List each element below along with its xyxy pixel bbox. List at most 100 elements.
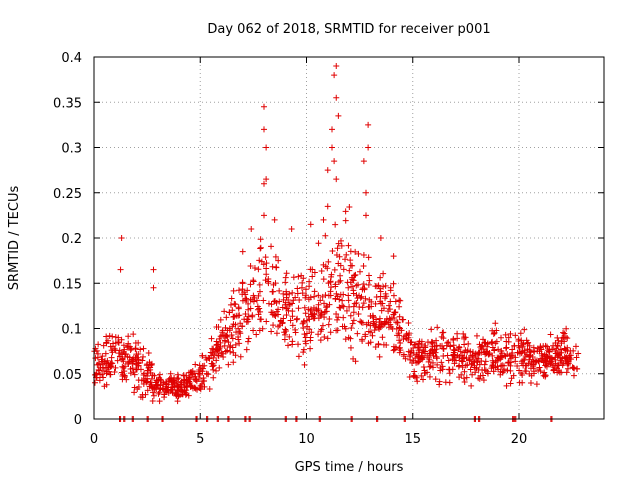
data-point bbox=[187, 382, 194, 389]
data-point bbox=[100, 374, 107, 381]
data-point bbox=[379, 334, 386, 341]
y-tick-label: 0 bbox=[74, 413, 82, 428]
data-point bbox=[432, 376, 439, 383]
data-point bbox=[196, 371, 203, 378]
data-point bbox=[434, 324, 441, 331]
data-point bbox=[396, 332, 403, 339]
data-point bbox=[177, 391, 184, 398]
data-point bbox=[397, 347, 404, 354]
data-point bbox=[272, 280, 279, 287]
data-point bbox=[479, 342, 486, 349]
data-point bbox=[239, 248, 246, 255]
data-point bbox=[263, 265, 270, 272]
data-point bbox=[412, 355, 419, 362]
data-point bbox=[289, 308, 296, 315]
data-point bbox=[107, 371, 114, 378]
data-point bbox=[208, 335, 215, 342]
data-point bbox=[418, 338, 425, 345]
data-point bbox=[489, 361, 496, 368]
data-point bbox=[135, 351, 142, 358]
data-point bbox=[512, 354, 519, 361]
data-point bbox=[530, 368, 537, 375]
data-point bbox=[247, 263, 254, 270]
data-point bbox=[203, 370, 210, 377]
data-point bbox=[315, 315, 322, 322]
data-point bbox=[108, 347, 115, 354]
data-point bbox=[489, 363, 496, 370]
data-point bbox=[353, 299, 360, 306]
data-point bbox=[261, 103, 267, 110]
data-point bbox=[256, 327, 263, 334]
data-point bbox=[223, 314, 230, 321]
y-tick-label: 0.05 bbox=[53, 368, 82, 383]
data-point bbox=[292, 329, 299, 336]
data-point bbox=[256, 281, 263, 288]
data-point bbox=[420, 363, 427, 370]
data-point bbox=[527, 352, 534, 359]
data-point bbox=[504, 367, 511, 374]
data-point bbox=[425, 358, 432, 365]
data-point bbox=[288, 225, 295, 232]
data-point bbox=[218, 349, 225, 356]
data-point bbox=[492, 340, 499, 347]
data-point bbox=[244, 287, 251, 294]
data-point bbox=[339, 297, 346, 304]
data-point bbox=[547, 331, 554, 338]
data-point bbox=[299, 320, 306, 327]
data-point bbox=[574, 365, 581, 372]
data-point bbox=[279, 319, 286, 326]
data-point bbox=[102, 364, 109, 371]
data-point bbox=[302, 286, 309, 293]
y-tick-label: 0.2 bbox=[61, 232, 82, 247]
data-point bbox=[503, 382, 510, 389]
data-point bbox=[421, 370, 428, 377]
data-point bbox=[334, 316, 341, 323]
data-point bbox=[359, 285, 366, 292]
data-point bbox=[552, 356, 559, 363]
data-point bbox=[369, 332, 376, 339]
data-point bbox=[422, 342, 429, 349]
data-point bbox=[174, 398, 181, 405]
data-point bbox=[542, 357, 549, 364]
data-point bbox=[356, 292, 363, 299]
data-point bbox=[387, 298, 394, 305]
data-point bbox=[406, 330, 413, 337]
data-point bbox=[512, 332, 519, 339]
data-point bbox=[206, 385, 213, 392]
data-point bbox=[497, 368, 504, 375]
data-point bbox=[270, 322, 277, 329]
data-point bbox=[318, 267, 325, 274]
data-point bbox=[283, 270, 290, 277]
data-point bbox=[389, 325, 396, 332]
data-point bbox=[325, 292, 332, 299]
data-point bbox=[282, 331, 288, 338]
data-point bbox=[118, 336, 125, 343]
data-point bbox=[484, 340, 491, 347]
data-point bbox=[547, 359, 554, 366]
data-point bbox=[102, 350, 109, 357]
data-point bbox=[561, 330, 568, 337]
data-point bbox=[548, 355, 555, 362]
data-point bbox=[302, 338, 309, 345]
data-point bbox=[141, 370, 148, 377]
data-point bbox=[272, 312, 279, 319]
data-point bbox=[537, 368, 544, 375]
data-point bbox=[111, 368, 118, 375]
data-point bbox=[121, 372, 128, 379]
data-point bbox=[440, 352, 447, 359]
data-point bbox=[185, 392, 192, 399]
data-point bbox=[387, 316, 394, 323]
data-point bbox=[309, 273, 316, 280]
data-point bbox=[180, 372, 187, 379]
data-point bbox=[303, 292, 310, 299]
data-point bbox=[256, 288, 263, 295]
x-tick-label: 20 bbox=[511, 432, 528, 447]
data-point bbox=[261, 126, 267, 133]
data-point bbox=[440, 335, 447, 342]
data-point bbox=[394, 319, 401, 326]
data-point bbox=[365, 121, 372, 128]
data-point bbox=[445, 339, 452, 346]
data-point bbox=[430, 352, 437, 359]
data-point bbox=[110, 340, 117, 347]
y-tick-label: 0.4 bbox=[61, 51, 82, 66]
